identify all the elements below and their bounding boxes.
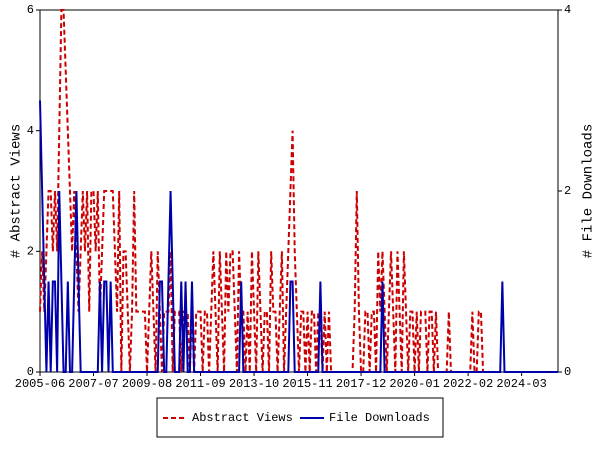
y2-tick-label: 4: [564, 3, 571, 17]
x-tick-label: 2017-12: [336, 377, 386, 391]
x-tick-label: 2007-07: [68, 377, 118, 391]
y-axis-label: # Abstract Views: [9, 124, 25, 258]
x-tick-label: 2009-08: [122, 377, 172, 391]
x-tick-label: 2020-01: [389, 377, 439, 391]
x-tick-label: 2015-11: [282, 377, 332, 391]
data-line: [39, 100, 558, 373]
y-tick-label: 4: [27, 124, 34, 138]
y-tick-label: 0: [27, 365, 34, 379]
y2-tick-label: 0: [564, 365, 571, 379]
y-tick-label: 2: [27, 245, 34, 259]
data-line: [39, 9, 558, 373]
x-tick-label: 2024-03: [496, 377, 546, 391]
y2-tick-label: 2: [564, 184, 571, 198]
y2-axis-label: # File Downloads: [581, 124, 597, 258]
x-tick-label: 2011-09: [175, 377, 225, 391]
x-tick-label: 2013-10: [229, 377, 279, 391]
x-tick-label: 2022-02: [443, 377, 493, 391]
legend-label: Abstract Views: [192, 411, 293, 425]
legend-label: File Downloads: [329, 411, 430, 425]
y-tick-label: 6: [27, 3, 34, 17]
x-tick-label: 2005-06: [15, 377, 65, 391]
